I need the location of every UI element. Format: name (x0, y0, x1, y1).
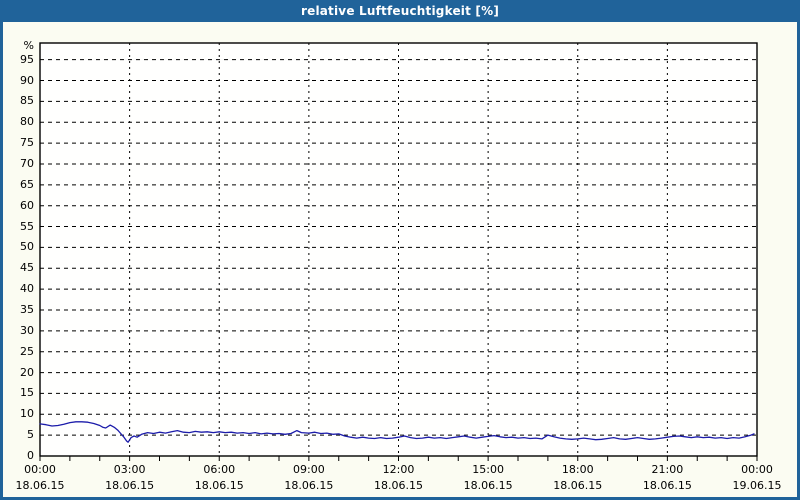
y-axis-label: 80 (20, 115, 34, 129)
y-axis-label: 15 (20, 386, 34, 400)
x-axis-date-label: 18.06.15 (374, 479, 423, 492)
x-axis-time-label: 06:00 (203, 463, 236, 476)
series-line-relative-luftfeuchtigkeit (39, 421, 755, 443)
plot-border (39, 42, 758, 457)
x-axis-time-label: 00:00 (741, 463, 773, 476)
x-axis-time-label: 15:00 (472, 463, 504, 476)
y-axis-label: 90 (20, 73, 34, 87)
x-axis-time-label: 12:00 (382, 463, 415, 476)
window-border-left (0, 22, 3, 500)
x-axis-time-label: 18:00 (561, 463, 594, 476)
y-axis-label: 55 (20, 219, 34, 233)
x-axis-date-label: 19.06.15 (732, 479, 782, 492)
y-axis-label: 95 (20, 52, 34, 66)
window-border-right (797, 22, 800, 500)
y-axis-label: 45 (20, 261, 34, 275)
plot-background (40, 43, 757, 456)
x-axis-time-label: 09:00 (293, 463, 325, 476)
x-axis-date-label: 18.06.15 (194, 479, 244, 492)
x-axis-time-label: 00:00 (24, 463, 56, 476)
y-axis-label: 20 (20, 365, 34, 379)
window-border-bottom (0, 497, 800, 500)
x-axis-date-label: 18.06.15 (642, 479, 692, 492)
y-axis-label: 30 (20, 323, 34, 337)
window-titlebar: relative Luftfeuchtigkeit [%] (0, 0, 800, 22)
humidity-line-chart: % 95 90 85 80 75 70 65 60 55 50 45 40 35 30 25 20 15 10 5 0 0… (0, 22, 800, 497)
x-axis-date-label: 18.06.15 (15, 479, 65, 492)
x-axis-date-label: 18.06.15 (553, 479, 603, 492)
y-axis-label: 10 (20, 407, 34, 421)
y-axis-label: 40 (20, 282, 34, 296)
x-axis-date-label: 18.06.15 (105, 479, 155, 492)
y-axis-label: 60 (20, 198, 34, 212)
y-axis-unit-label: % (23, 39, 34, 52)
chart-canvas (39, 42, 758, 461)
x-axis-time-label: 03:00 (113, 463, 146, 476)
y-axis-label: 25 (20, 344, 34, 358)
y-axis-label: 0 (27, 449, 34, 462)
y-axis-label: 75 (20, 136, 34, 150)
x-axis-time-label: 21:00 (651, 463, 684, 476)
y-axis-label: 85 (20, 94, 34, 108)
y-axis-label: 65 (20, 177, 34, 191)
y-axis-label: 50 (20, 240, 34, 254)
x-axis-date-label: 18.06.15 (463, 479, 513, 492)
y-axis-label: 5 (27, 428, 34, 442)
x-axis-date-label: 18.06.15 (284, 479, 334, 492)
y-axis-label: 35 (20, 302, 34, 316)
y-axis-label: 70 (20, 156, 34, 170)
window-title: relative Luftfeuchtigkeit [%] (300, 4, 500, 18)
